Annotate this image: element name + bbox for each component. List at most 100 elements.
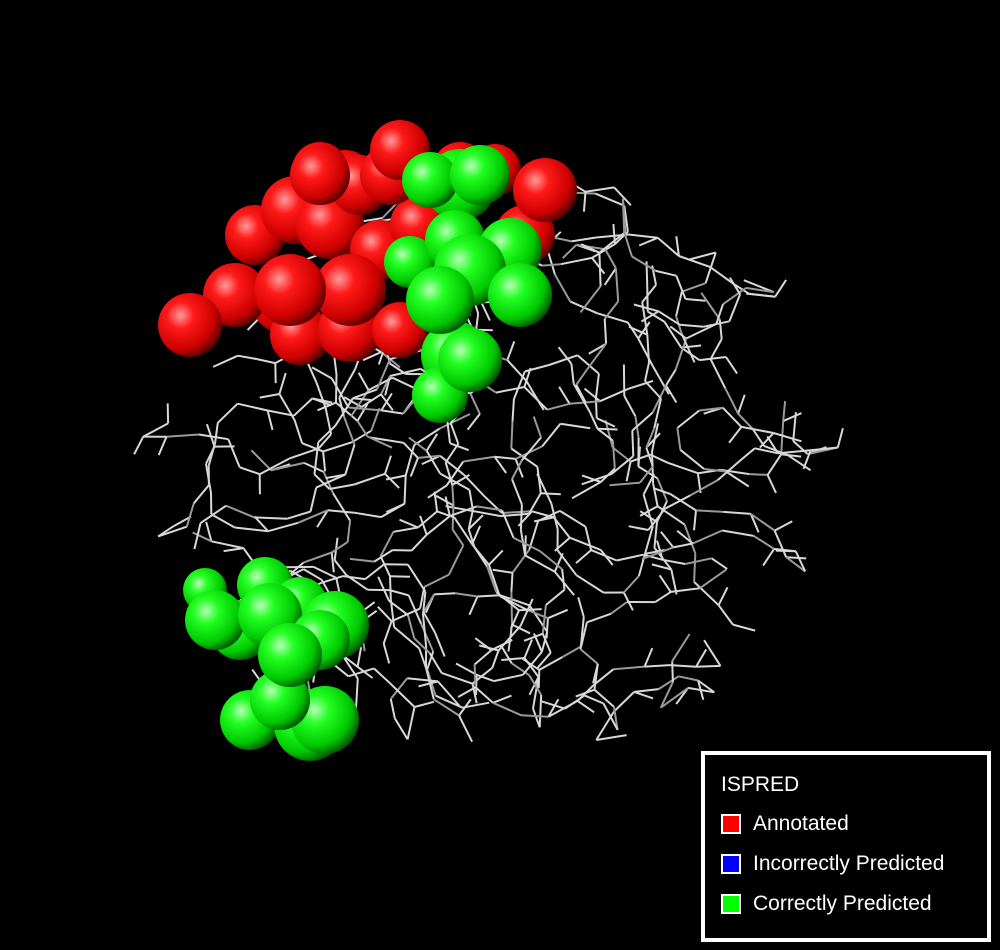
bond-line (357, 372, 370, 391)
bond-line (642, 473, 655, 496)
bond-line (425, 433, 439, 452)
bond-line (575, 549, 592, 564)
bond-line (547, 608, 569, 620)
bond-line (762, 548, 775, 567)
incorrectly-predicted-swatch (721, 854, 741, 874)
bond-line (675, 236, 680, 257)
bond-line (613, 706, 619, 731)
bond-line (342, 415, 356, 445)
bond-line (488, 549, 504, 566)
bond-line (703, 468, 727, 473)
bond-line (562, 244, 578, 259)
bond-line (389, 576, 392, 600)
bond-line (352, 397, 373, 402)
bond-line (590, 549, 618, 562)
bond-line (522, 651, 543, 676)
bond-line (546, 402, 570, 411)
bond-line (389, 367, 421, 377)
bond-line (542, 263, 561, 267)
bond-line (352, 388, 378, 400)
bond-line (444, 443, 460, 464)
bond-line (356, 646, 363, 667)
bond-line (695, 648, 708, 668)
bond-line (709, 338, 723, 360)
bond-line (346, 520, 352, 543)
bond-line (492, 568, 513, 574)
bond-line (689, 251, 717, 261)
bond-line (490, 639, 513, 652)
bond-line (652, 487, 671, 495)
bond-line (448, 544, 465, 576)
bond-line (560, 256, 593, 266)
bond-line (499, 594, 530, 607)
bond-line (441, 671, 473, 685)
bond-line (455, 592, 478, 598)
bond-line (571, 236, 597, 243)
bond-line (407, 564, 427, 593)
bond-line (373, 667, 392, 685)
bond-line (302, 568, 323, 581)
bond-line (699, 568, 727, 590)
bond-line (616, 553, 644, 562)
bond-line (603, 300, 619, 320)
bond-line (745, 286, 774, 294)
bond-line (185, 503, 195, 527)
bond-line (370, 407, 381, 432)
bond-line (685, 323, 717, 340)
bond-line (523, 632, 544, 642)
bond-line (494, 455, 516, 460)
bond-line (596, 417, 616, 428)
bond-line (348, 406, 382, 412)
bond-line (580, 243, 600, 254)
bond-line (480, 301, 491, 321)
bond-line (422, 611, 436, 634)
bond-line (556, 549, 578, 576)
bond-line (723, 510, 751, 515)
bond-line (356, 420, 369, 438)
bond-line (609, 481, 640, 487)
bond-line (379, 531, 395, 557)
bond-line (557, 346, 573, 365)
bond-line (637, 553, 646, 577)
bond-line (380, 502, 405, 518)
bond-line (322, 451, 327, 472)
atom-sphere (513, 158, 577, 222)
bond-line (422, 591, 427, 615)
bond-line (669, 664, 697, 668)
bond-line (725, 356, 738, 375)
bond-line (631, 411, 654, 432)
protein-backbone-wireframe (133, 157, 844, 743)
bond-line (773, 432, 802, 443)
bond-line (426, 651, 435, 670)
bond-line (303, 461, 325, 473)
bond-line (373, 549, 394, 563)
bond-line (329, 483, 355, 490)
bond-line (639, 465, 654, 484)
bond-line (675, 291, 683, 317)
bond-line (810, 446, 838, 452)
bond-line (623, 231, 633, 257)
legend-label: Annotated (753, 812, 849, 835)
bond-line (192, 531, 212, 543)
bond-line (451, 474, 471, 486)
bond-line (610, 601, 628, 615)
bond-line (658, 675, 680, 690)
bond-line (777, 449, 811, 455)
bond-line (458, 715, 473, 743)
bond-line (335, 374, 338, 403)
bond-line (253, 515, 269, 532)
bond-line (673, 542, 693, 549)
bond-line (645, 432, 661, 449)
bond-line (600, 467, 616, 483)
bond-line (699, 356, 727, 362)
bond-line (614, 268, 620, 302)
bond-line (693, 553, 697, 582)
bond-line (583, 387, 601, 402)
bond-line (406, 706, 416, 740)
bond-line (449, 442, 470, 452)
bond-line (749, 473, 768, 476)
bond-line (510, 572, 514, 592)
bond-line (658, 574, 672, 593)
bond-line (451, 528, 465, 546)
bond-line (538, 656, 563, 671)
